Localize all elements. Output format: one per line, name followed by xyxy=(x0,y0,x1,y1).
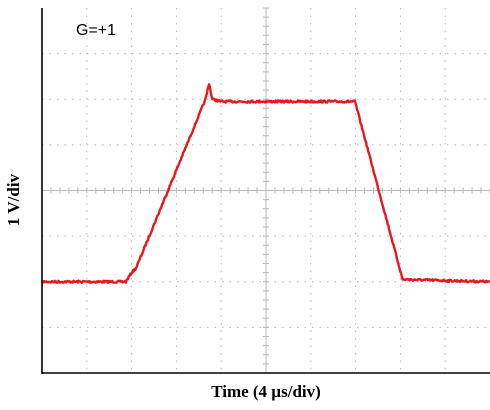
axes xyxy=(41,8,490,374)
grid xyxy=(41,7,490,374)
y-axis-label: 1 V/div xyxy=(4,173,23,227)
signal-trace xyxy=(40,83,490,285)
gain-annotation: G=+1 xyxy=(76,22,117,39)
x-axis-label: Time (4 µs/div) xyxy=(211,382,321,401)
